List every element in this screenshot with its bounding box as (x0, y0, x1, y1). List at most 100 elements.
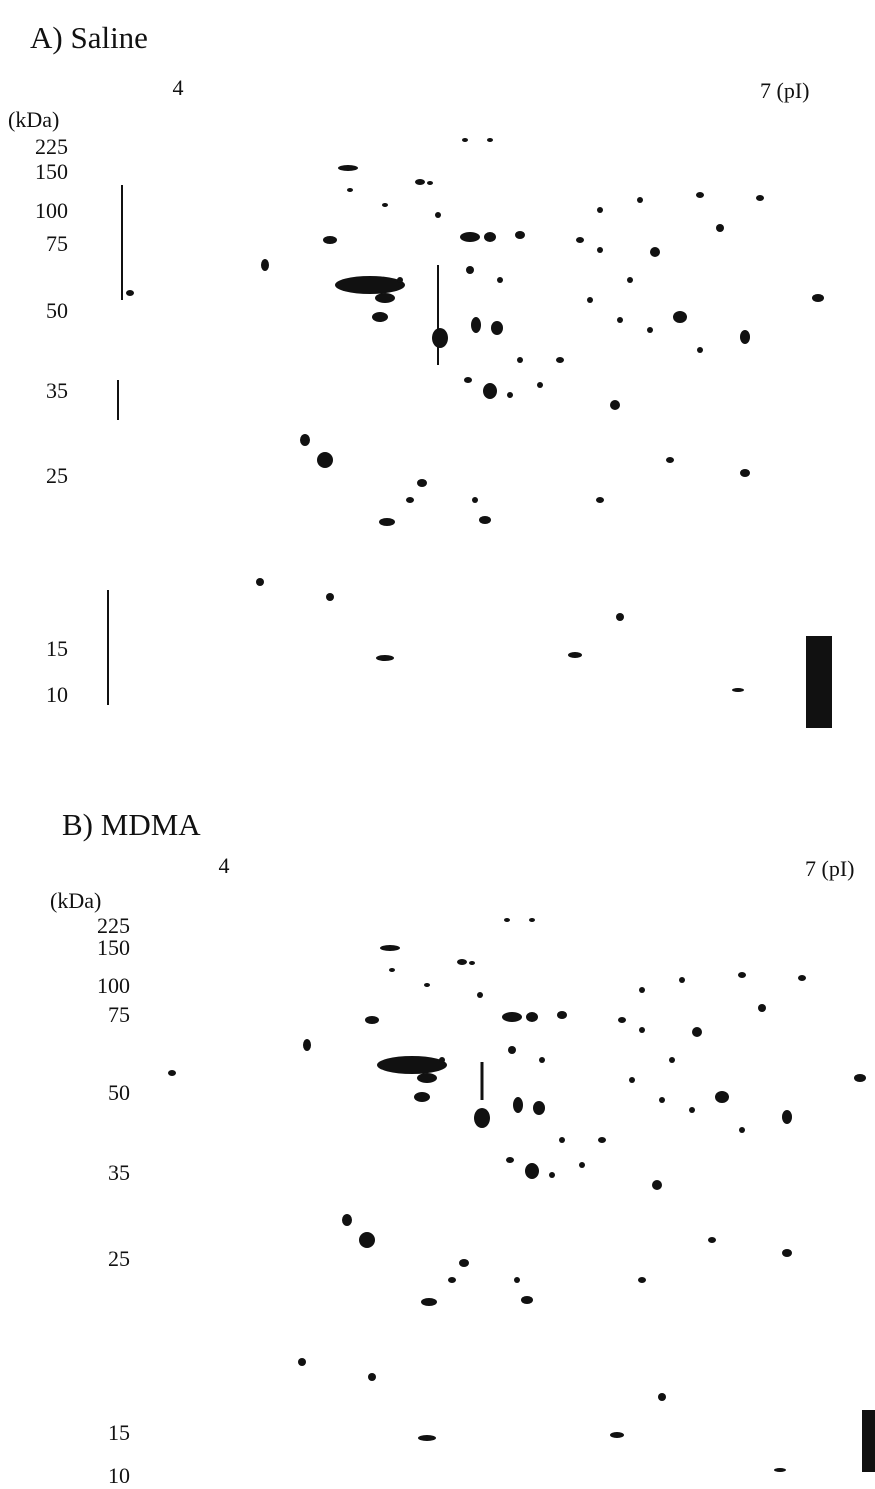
spot (439, 1057, 445, 1063)
mw-label: 100 (35, 198, 68, 223)
mw-label: 50 (108, 1080, 130, 1105)
spot (517, 357, 523, 363)
spot (432, 328, 448, 348)
mw-label: 10 (46, 682, 68, 707)
spot (464, 377, 472, 383)
mw-label: 150 (35, 159, 68, 184)
blot (806, 636, 832, 728)
spot (382, 203, 388, 207)
spot (610, 1432, 624, 1438)
spot (617, 317, 623, 323)
spot (798, 975, 806, 981)
spot (335, 276, 405, 294)
panel-title: B) MDMA (62, 807, 201, 842)
spot (347, 188, 353, 192)
spot (483, 383, 497, 399)
blot (862, 1410, 875, 1472)
spot (596, 497, 604, 503)
spot (537, 382, 543, 388)
spot (377, 1056, 447, 1074)
spot (372, 312, 388, 322)
spot (716, 224, 724, 232)
spot (647, 327, 653, 333)
spot (414, 1092, 430, 1102)
mw-label: 225 (35, 134, 68, 159)
spot (466, 266, 474, 274)
spot (261, 259, 269, 271)
spot (732, 688, 744, 692)
spot (740, 469, 750, 477)
spot (471, 317, 481, 333)
spot (338, 165, 358, 171)
spot (652, 1180, 662, 1190)
spot (389, 968, 395, 972)
mw-label: 50 (46, 298, 68, 323)
spot (627, 277, 633, 283)
spot (484, 232, 496, 242)
spot (658, 1393, 666, 1401)
spot (474, 1108, 490, 1128)
spot (692, 1027, 702, 1037)
spot (376, 655, 394, 661)
spot (317, 452, 333, 468)
spot (406, 497, 414, 503)
spot (424, 983, 430, 987)
spot (696, 192, 704, 198)
spot (616, 613, 624, 621)
spot (477, 992, 483, 998)
spot (521, 1296, 533, 1304)
spot (514, 1277, 520, 1283)
spot (506, 1157, 514, 1163)
mw-label: 25 (108, 1246, 130, 1271)
spot (740, 330, 750, 344)
mw-unit: (kDa) (8, 107, 59, 132)
spot (739, 1127, 745, 1133)
spot (689, 1107, 695, 1113)
mw-label: 25 (46, 463, 68, 488)
spot (638, 1277, 646, 1283)
pi-label: 4 (173, 75, 184, 100)
mw-label: 15 (46, 636, 68, 661)
spot (659, 1097, 665, 1103)
spot (515, 231, 525, 239)
spot (587, 297, 593, 303)
spot (579, 1162, 585, 1168)
mw-label: 10 (108, 1463, 130, 1488)
spot (417, 1073, 437, 1083)
spot (504, 918, 510, 922)
spot (715, 1091, 729, 1103)
spot (415, 179, 425, 185)
mw-unit: (kDa) (50, 888, 101, 913)
spot (526, 1012, 538, 1022)
spot (854, 1074, 866, 1082)
spot (417, 479, 427, 487)
spot (557, 1011, 567, 1019)
spot (469, 961, 475, 965)
spot (462, 138, 468, 142)
spot (507, 392, 513, 398)
spot (618, 1017, 626, 1023)
spot (559, 1137, 565, 1143)
spot (448, 1277, 456, 1283)
spot (256, 578, 264, 586)
spot (126, 290, 134, 296)
spot (666, 457, 674, 463)
spot (472, 497, 478, 503)
spot (298, 1358, 306, 1366)
spot (708, 1237, 716, 1243)
spot (300, 434, 310, 446)
spot (598, 1137, 606, 1143)
spot (479, 516, 491, 524)
spot (758, 1004, 766, 1012)
spot (435, 212, 441, 218)
spot (629, 1077, 635, 1083)
spot (365, 1016, 379, 1024)
spot (491, 321, 503, 335)
spot (513, 1097, 523, 1113)
spot (459, 1259, 469, 1267)
spot (697, 347, 703, 353)
mw-label: 225 (97, 913, 130, 938)
spot (812, 294, 824, 302)
spot (673, 311, 687, 323)
